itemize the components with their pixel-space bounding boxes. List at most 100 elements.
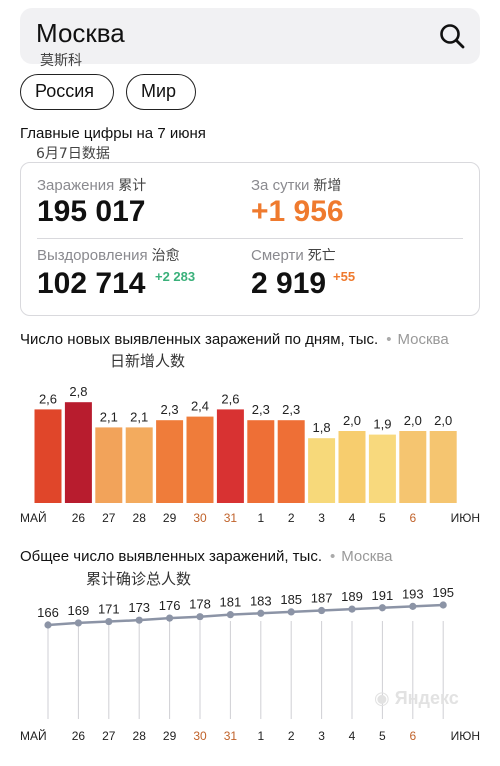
bar [186,416,214,503]
x-tick-label: 6 [409,511,416,525]
bar-label: 1,9 [373,417,391,432]
search-query[interactable]: Москва [36,18,125,48]
search-bar[interactable]: Москва 莫斯科 [20,8,480,69]
x-tick-label: 2 [288,511,295,525]
bar [64,402,92,503]
bar-label: 2,0 [434,413,452,428]
daily-cases-chart: 2,6 2,8 2,1 2,1 2,3 2,4 2,6 2,3 2,3 1,8 2,0 1,9 2,0 2… [20,384,480,525]
x-tick-label: 4 [349,511,356,525]
bar [216,409,244,503]
x-tick-label: 1 [257,511,264,525]
point-label: 176 [159,598,181,613]
daily-label: За сутки 新增 [251,177,342,194]
point-label: 195 [432,585,454,600]
x-tick-label: 27 [102,729,116,743]
point-label: 169 [68,603,90,618]
yandex-logo-icon: ◉ [374,688,390,708]
point-label: 187 [311,591,333,606]
bar [125,427,153,503]
tab-world[interactable]: Мир [126,74,196,110]
series-line [47,603,444,627]
point-label: 189 [341,589,363,604]
recovered-label: Выздоровления 治愈 [37,247,180,264]
data-point [318,606,326,615]
data-point [166,614,174,622]
point-label: 191 [372,588,394,603]
point-label: 171 [98,602,120,617]
point-label: 178 [189,597,211,612]
bar [247,420,275,503]
yandex-watermark: ◉ Яндекс [374,688,459,708]
daily-value: +1 956 [251,195,344,228]
bar-label: 2,3 [282,402,300,417]
search-icon[interactable] [438,22,466,50]
x-tick-label: 4 [349,729,356,743]
deaths-label: Смерти 死亡 [251,247,336,264]
chart2-subtitle: 累计确诊总人数 [86,570,192,588]
x-tick-label: 27 [102,511,116,525]
point-label: 185 [280,592,302,607]
deaths-delta: +55 [333,269,356,284]
data-point [287,608,295,616]
x-tick-label: 31 [224,729,238,743]
point-label: 193 [402,586,424,601]
x-tick-label: 26 [72,729,86,743]
page-subtitle: 6月7日数据 [36,146,110,162]
search-subtitle: 莫斯科 [40,53,82,69]
bar-label: 2,6 [39,391,57,406]
x-tick-label: 28 [133,511,147,525]
bar-label: 2,4 [191,399,209,414]
bar [338,431,366,503]
deaths-value: 2 919 [251,267,327,300]
bar-label: 2,1 [130,409,148,424]
data-point [135,616,143,624]
x-tick-label: 28 [133,729,147,743]
tab-russia[interactable]: Россия [20,74,114,110]
bar [277,420,305,503]
bar [368,434,396,503]
stats-card: Заражения 累计 195 017 За сутки 新增 +1 956 Вы… [20,162,480,316]
bar [399,431,427,503]
bar-label: 2,0 [404,413,422,428]
page-title: Главные цифры на 7 июня [20,125,206,142]
x-tick-label: 2 [288,729,295,743]
x-tick-label: 6 [409,729,416,743]
data-point [226,611,234,619]
x-tick-label: 3 [318,729,325,743]
point-label: 166 [37,605,59,620]
total-cases-chart: 166 169 171 173 176 178 181 183 185 187 189 191 193 1… [20,585,480,743]
point-label: 173 [128,600,150,615]
infections-value: 195 017 [37,195,146,228]
chart2-title: Общее число выявленных заражений, тыс. • М… [20,548,393,565]
data-point [439,601,447,609]
x-tick-label: 1 [257,729,264,743]
x-tick-label: 29 [163,511,177,525]
x-tick-label: 5 [379,511,386,525]
point-label: 181 [220,595,242,610]
chart1-subtitle: 日新增人数 [110,352,186,370]
bar-label: 2,0 [343,413,361,428]
x-tick-label: 29 [163,729,177,743]
data-point [378,604,386,612]
bar [95,427,123,503]
data-point [105,617,113,626]
bar [34,409,62,503]
data-point [409,602,417,610]
bar-label: 2,3 [252,402,270,417]
bar-label: 2,3 [161,402,179,417]
x-tick-label: 5 [379,729,386,743]
point-label: 183 [250,593,272,608]
bar [429,431,457,503]
infections-label: Заражения 累计 [37,177,147,194]
x-tick-label: 3 [318,511,325,525]
x-tick-label: 31 [224,511,238,525]
data-point [196,613,204,621]
bar-label: 1,8 [313,420,331,435]
data-point [257,609,265,617]
x-tick-label: ИЮН [451,511,480,525]
x-tick-label: 30 [193,511,207,525]
recovered-value: 102 714 [37,267,146,300]
data-point [44,621,52,629]
bar [308,438,336,503]
bar-label: 2,8 [69,384,87,399]
